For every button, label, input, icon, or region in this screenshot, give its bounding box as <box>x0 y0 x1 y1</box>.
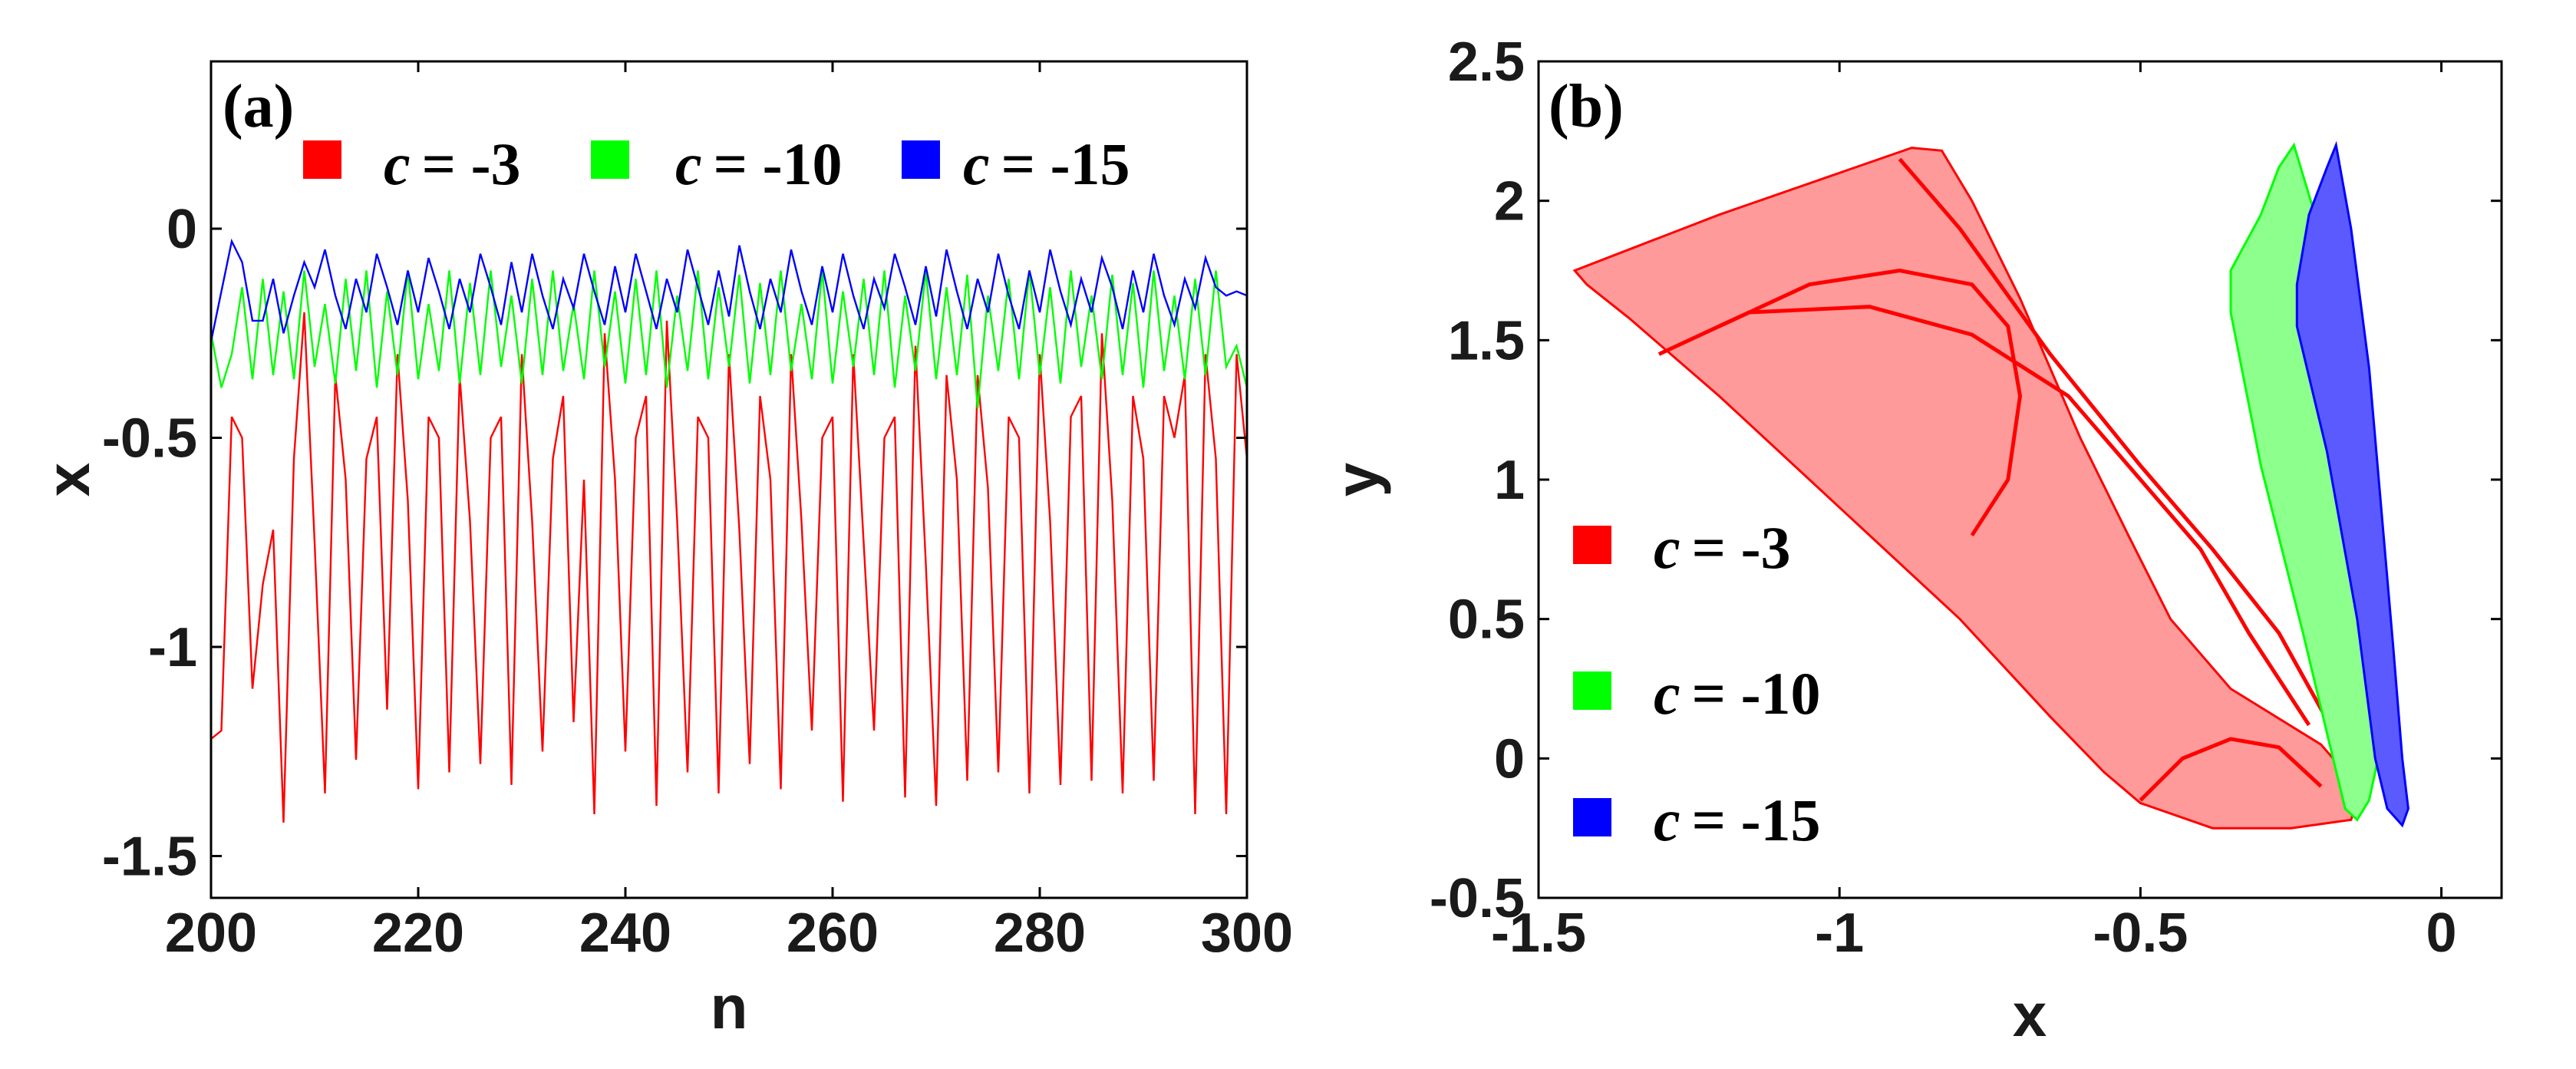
legend-label: c = -3 <box>1654 514 1791 581</box>
series-line-c-10 <box>211 270 1247 409</box>
x-axis-label-b: x <box>2013 981 2047 1049</box>
legend-label: c = -10 <box>1654 660 1821 727</box>
legend-label: c = -15 <box>1654 787 1821 853</box>
y-tick-label: 0 <box>167 199 197 260</box>
x-tick-labels-b: -1.5 -1 -0.5 0 <box>1491 902 2457 964</box>
y-axis-label-b: y <box>1323 462 1391 497</box>
attractor-inner-curve <box>1898 157 2335 732</box>
legend-swatch <box>591 140 629 179</box>
y-tick-label: -0.5 <box>102 408 197 470</box>
attractor-c-3 <box>1572 147 2359 830</box>
x-axis-label-a: n <box>711 973 748 1041</box>
attractor-inner-curve <box>2139 737 2323 802</box>
x-tick-label: 300 <box>1201 902 1293 964</box>
legend-swatch <box>1573 798 1611 836</box>
attractor-inner-curves <box>1657 157 2335 802</box>
y-tick-label: 0.5 <box>1448 589 1525 651</box>
legend-label: c = -3 <box>384 130 521 197</box>
legend-b: c = -3 c = -10 c = -15 <box>1573 514 1821 853</box>
y-tick-label: -1 <box>148 617 197 678</box>
y-axis-label-a: x <box>34 463 102 497</box>
legend-swatch <box>1573 526 1611 564</box>
y-tick-label: 2.5 <box>1448 31 1525 93</box>
y-tick-labels-a: -1.5 -1 -0.5 0 <box>102 199 197 888</box>
series-line-c-3 <box>211 312 1247 823</box>
legend-a: c = -3 c = -10 c = -15 <box>303 130 1130 197</box>
x-tick-label: 260 <box>787 902 879 964</box>
series-line-c-15 <box>211 238 1247 342</box>
legend-item-c-15: c = -15 <box>1573 787 1821 853</box>
axis-ticks-b <box>1537 60 2502 899</box>
panel-label-a: (a) <box>223 73 294 140</box>
attractor-c-15 <box>2295 140 2409 828</box>
attractor-inner-curve <box>1657 305 2311 727</box>
plot-frame-a <box>209 60 1248 899</box>
legend-swatch <box>1573 671 1611 710</box>
legend-label: c = -10 <box>675 130 843 197</box>
attractors-b <box>1572 140 2409 830</box>
y-tick-label: 1 <box>1494 450 1525 511</box>
x-tick-labels-a: 200 220 240 260 280 300 <box>165 902 1293 964</box>
y-tick-label: 2 <box>1494 171 1525 233</box>
legend-item-c-3: c = -3 <box>1573 514 1791 581</box>
legend-item-c-15: c = -15 <box>902 130 1130 197</box>
legend-item-c-3: c = -3 <box>303 130 521 197</box>
y-tick-labels-b: -0.5 0 0.5 1 1.5 2 2.5 <box>1430 31 1525 929</box>
x-tick-label: -1 <box>1815 902 1864 964</box>
x-tick-label: 280 <box>994 902 1086 964</box>
x-tick-label: -1.5 <box>1491 902 1586 964</box>
axis-ticks-a <box>209 61 1248 898</box>
y-tick-label: 1.5 <box>1448 310 1525 371</box>
x-tick-label: 200 <box>165 902 257 964</box>
attractor-region <box>2295 140 2409 828</box>
legend-swatch <box>902 140 940 179</box>
attractor-inner-curve <box>1718 268 2023 537</box>
legend-item-c-10: c = -10 <box>591 130 843 197</box>
panel-label-b: (b) <box>1549 73 1624 140</box>
legend-swatch <box>303 140 341 179</box>
chart-panel-a: 200 220 240 260 280 300 -1.5 -1 -0.5 0 n… <box>34 60 1293 1041</box>
x-tick-label: -0.5 <box>2093 902 2188 964</box>
chart-panel-b: -1.5 -1 -0.5 0 -0.5 0 0.5 1 1.5 2 2.5 x … <box>1323 31 2503 1049</box>
y-tick-label: 0 <box>1494 728 1525 790</box>
x-tick-label: 220 <box>372 902 464 964</box>
legend-label: c = -15 <box>963 130 1130 197</box>
y-tick-label: -0.5 <box>1430 868 1525 929</box>
y-tick-label: -1.5 <box>102 826 197 888</box>
series-lines-a <box>211 238 1247 823</box>
x-tick-label: 240 <box>579 902 671 964</box>
legend-item-c-10: c = -10 <box>1573 660 1821 727</box>
x-tick-label: 0 <box>2426 902 2457 964</box>
